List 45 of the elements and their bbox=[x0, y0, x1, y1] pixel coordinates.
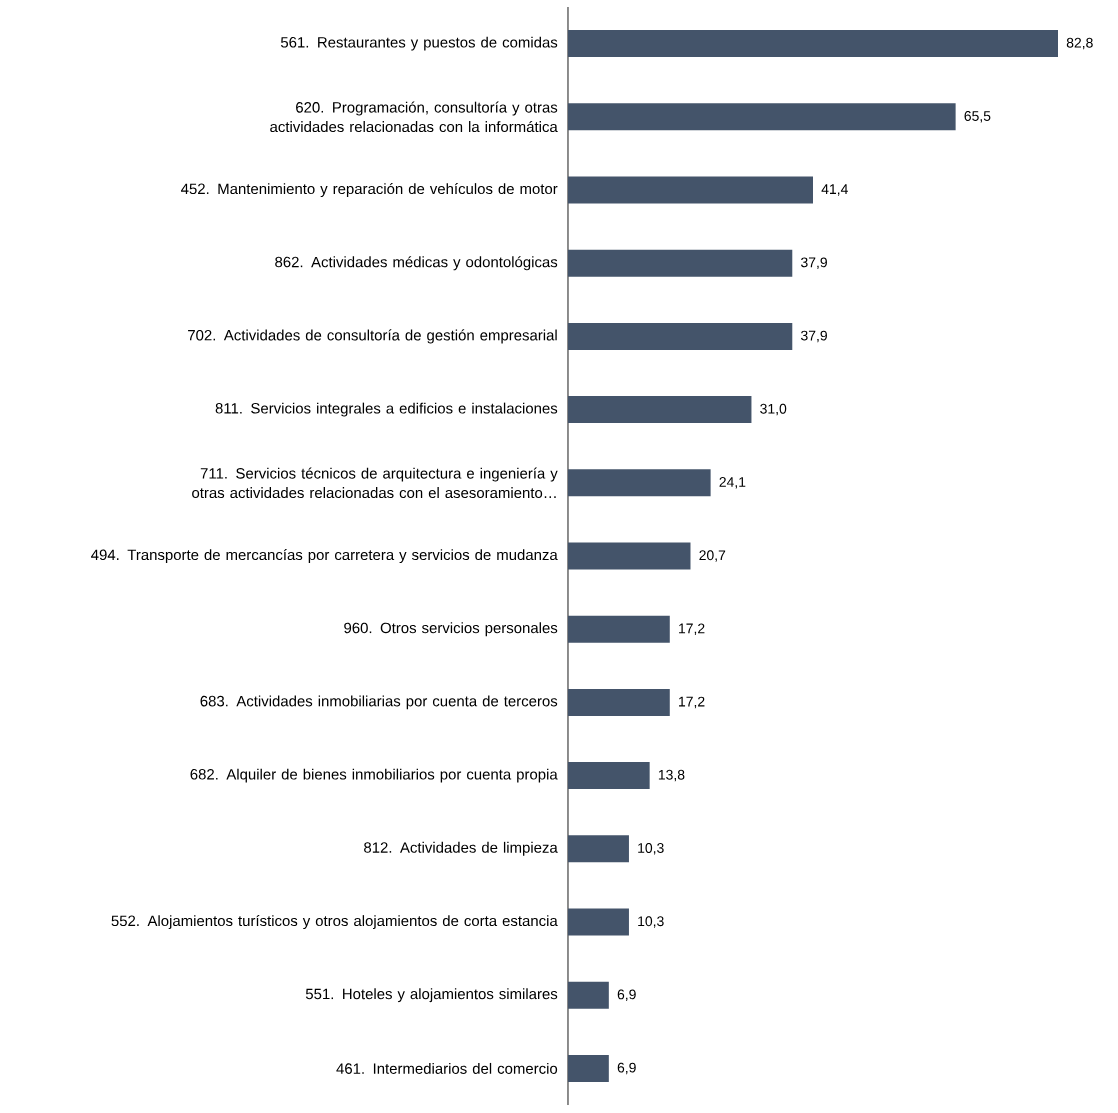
y-tick-label: 812. Actividades de limpieza bbox=[364, 841, 558, 856]
data-label: 17,2 bbox=[679, 623, 705, 635]
data-label: 6,9 bbox=[617, 989, 636, 1001]
y-tick-label: 552. Alojamientos turísticos y otros alojamientos de corta estancia bbox=[111, 914, 558, 930]
bar bbox=[567, 615, 670, 643]
data-label: 10,3 bbox=[638, 916, 664, 928]
data-label: 13,8 bbox=[658, 769, 685, 782]
bar bbox=[567, 249, 793, 277]
data-label: 24,1 bbox=[719, 477, 746, 489]
y-tick-label: 711. Servicios técnicos de arquitectura e ingeniería y otras actividades relacionadas con el asesoramiento… bbox=[192, 467, 558, 499]
y-tick-label: 682. Alquiler de bienes inmobiliarios por cuenta propia bbox=[190, 768, 558, 783]
bar bbox=[567, 30, 1058, 58]
y-tick-label: 683. Actividades inmobiliarias por cuenta de terceros bbox=[200, 695, 558, 710]
data-label: 37,9 bbox=[801, 257, 827, 269]
bar bbox=[567, 176, 813, 204]
y-tick-label: 494. Transporte de mercancías por carretera y servicios de mudanza bbox=[91, 548, 558, 564]
data-label: 37,9 bbox=[801, 330, 827, 343]
bar bbox=[567, 908, 629, 936]
bar bbox=[567, 396, 752, 424]
data-label: 17,2 bbox=[679, 696, 705, 709]
y-tick-label: 561. Restaurantes y puestos de comidas bbox=[280, 36, 558, 51]
y-tick-label: 862. Actividades médicas y odontológicas bbox=[275, 256, 558, 271]
y-tick-label: 551. Hoteles y alojamientos similares bbox=[305, 988, 558, 1003]
bar bbox=[567, 469, 711, 497]
bar bbox=[567, 542, 691, 570]
bar bbox=[567, 835, 629, 863]
bar bbox=[567, 688, 670, 716]
y-tick-label: 461. Intermediarios del comercio bbox=[336, 1062, 558, 1074]
y-tick-label: 702. Actividades de consultoría de gestión empresarial bbox=[188, 329, 557, 344]
data-label: 82,8 bbox=[1066, 37, 1093, 50]
data-label: 41,4 bbox=[821, 184, 848, 196]
y-tick-label: 452. Mantenimiento y reparación de vehículos de motor bbox=[181, 182, 558, 198]
data-label: 31,0 bbox=[760, 403, 787, 416]
bar bbox=[567, 762, 650, 790]
y-tick-label: 620. Programación, consultoría y otras actividades relacionadas con la informática bbox=[270, 101, 558, 133]
data-label: 65,5 bbox=[964, 111, 991, 123]
y-tick-label: 811. Servicios integrales a edificios e instalaciones bbox=[215, 402, 558, 417]
bar bbox=[567, 1054, 609, 1082]
bar bbox=[567, 322, 793, 350]
data-label: 20,7 bbox=[699, 550, 726, 562]
bar bbox=[567, 103, 956, 131]
bar bbox=[567, 981, 609, 1009]
y-tick-label: 960. Otros servicios personales bbox=[344, 622, 558, 637]
data-label: 10,3 bbox=[638, 843, 664, 855]
data-label: 6,9 bbox=[617, 1062, 636, 1075]
